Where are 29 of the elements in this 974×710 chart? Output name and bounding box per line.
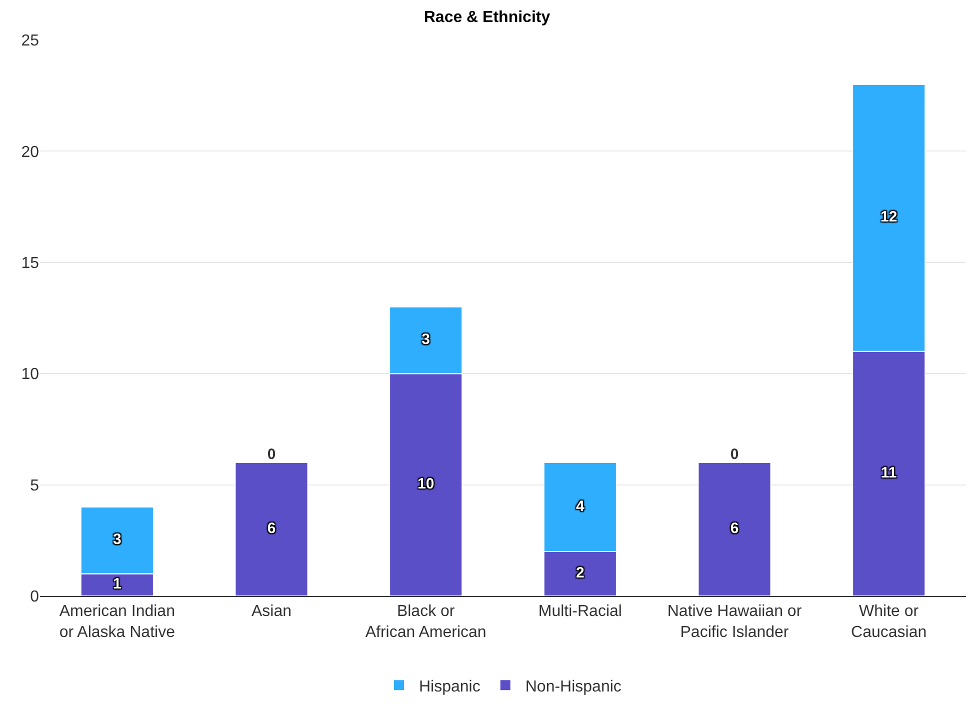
y-tick-label: 0 xyxy=(30,588,40,606)
data-label: 2 xyxy=(576,564,584,582)
chart-title: Race & Ethnicity xyxy=(424,8,550,26)
x-tick-label: Native Hawaiian or Pacific Islander xyxy=(667,603,802,641)
data-label: 10 xyxy=(417,476,434,493)
y-tick-label: 5 xyxy=(30,477,40,494)
x-tick-label: American Indian or Alaska Native xyxy=(59,603,176,641)
x-tick-label: Black or African American xyxy=(365,603,486,641)
data-label: 11 xyxy=(880,464,897,482)
data-label: 1 xyxy=(113,576,122,593)
data-label: 3 xyxy=(113,531,122,548)
legend-label: Non-Hispanic xyxy=(525,678,622,696)
bar xyxy=(234,462,308,596)
data-label: 12 xyxy=(880,208,898,226)
bar xyxy=(698,462,772,596)
data-label: 6 xyxy=(267,520,276,538)
data-label: 0 xyxy=(730,446,739,463)
x-tick-label: Asian xyxy=(251,603,292,620)
data-label: 6 xyxy=(730,520,739,538)
data-label: 0 xyxy=(267,446,276,463)
x-tick-label: Multi-Racial xyxy=(538,603,622,620)
x-tick-label: White or Caucasian xyxy=(851,603,927,641)
y-tick-label: 20 xyxy=(21,144,40,161)
y-tick-label: 10 xyxy=(21,366,40,384)
legend-label: Hispanic xyxy=(419,678,480,696)
y-tick-label: 25 xyxy=(21,32,40,50)
data-label: 4 xyxy=(576,498,585,515)
y-tick-label: 15 xyxy=(21,255,40,272)
data-label: 3 xyxy=(422,330,430,348)
